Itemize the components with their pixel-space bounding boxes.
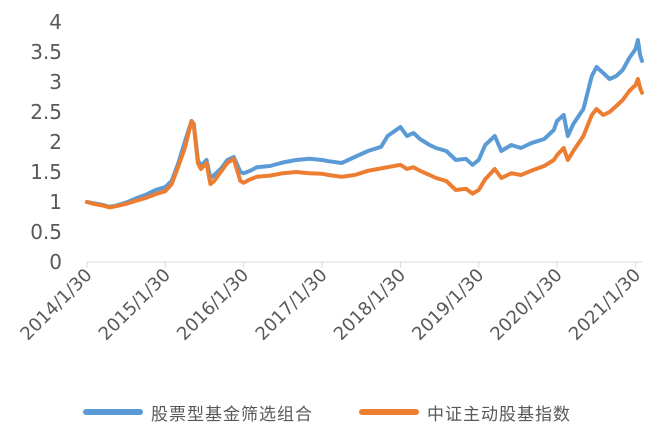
x-tick-label: 2020/1/30 xyxy=(486,265,566,345)
y-tick-label: 1.5 xyxy=(30,160,62,184)
x-tick-label: 2017/1/30 xyxy=(252,265,332,345)
x-tick-label: 2018/1/30 xyxy=(330,265,410,345)
y-tick-label: 4 xyxy=(49,10,62,34)
x-axis-ticks: 2014/1/302015/1/302016/1/302017/1/302018… xyxy=(16,262,645,345)
y-tick-label: 0 xyxy=(49,250,62,274)
y-tick-label: 0.5 xyxy=(30,220,62,244)
x-tick-label: 2021/1/30 xyxy=(565,265,645,345)
y-tick-label: 3 xyxy=(49,70,62,94)
y-tick-label: 3.5 xyxy=(30,40,62,64)
series-line-1 xyxy=(85,38,644,209)
legend-item-series-1: 股票型基金筛选组合 xyxy=(83,400,313,425)
legend-swatch-series-2 xyxy=(359,409,419,415)
y-axis-ticks: 0 0.5 1 1.5 2 2.5 3 3.5 4 xyxy=(30,10,62,274)
y-tick-label: 2 xyxy=(49,130,62,154)
x-tick-label: 2019/1/30 xyxy=(408,265,488,345)
legend-item-series-2: 中证主动股基指数 xyxy=(359,400,571,425)
x-tick-label: 2015/1/30 xyxy=(95,265,175,345)
series-lines xyxy=(85,38,644,210)
legend: 股票型基金筛选组合 中证主动股基指数 xyxy=(0,400,654,425)
y-tick-label: 1 xyxy=(49,190,62,214)
legend-swatch-series-1 xyxy=(83,409,143,415)
legend-label-series-1: 股票型基金筛选组合 xyxy=(151,404,313,425)
series-line-2 xyxy=(85,77,644,210)
legend-label-series-2: 中证主动股基指数 xyxy=(427,404,571,425)
x-tick-label: 2014/1/30 xyxy=(16,265,96,345)
line-chart: 0 0.5 1 1.5 2 2.5 3 3.5 4 2014/1/302015/1/302016… xyxy=(16,10,645,345)
y-tick-label: 2.5 xyxy=(30,100,62,124)
x-tick-label: 2016/1/30 xyxy=(173,265,253,345)
